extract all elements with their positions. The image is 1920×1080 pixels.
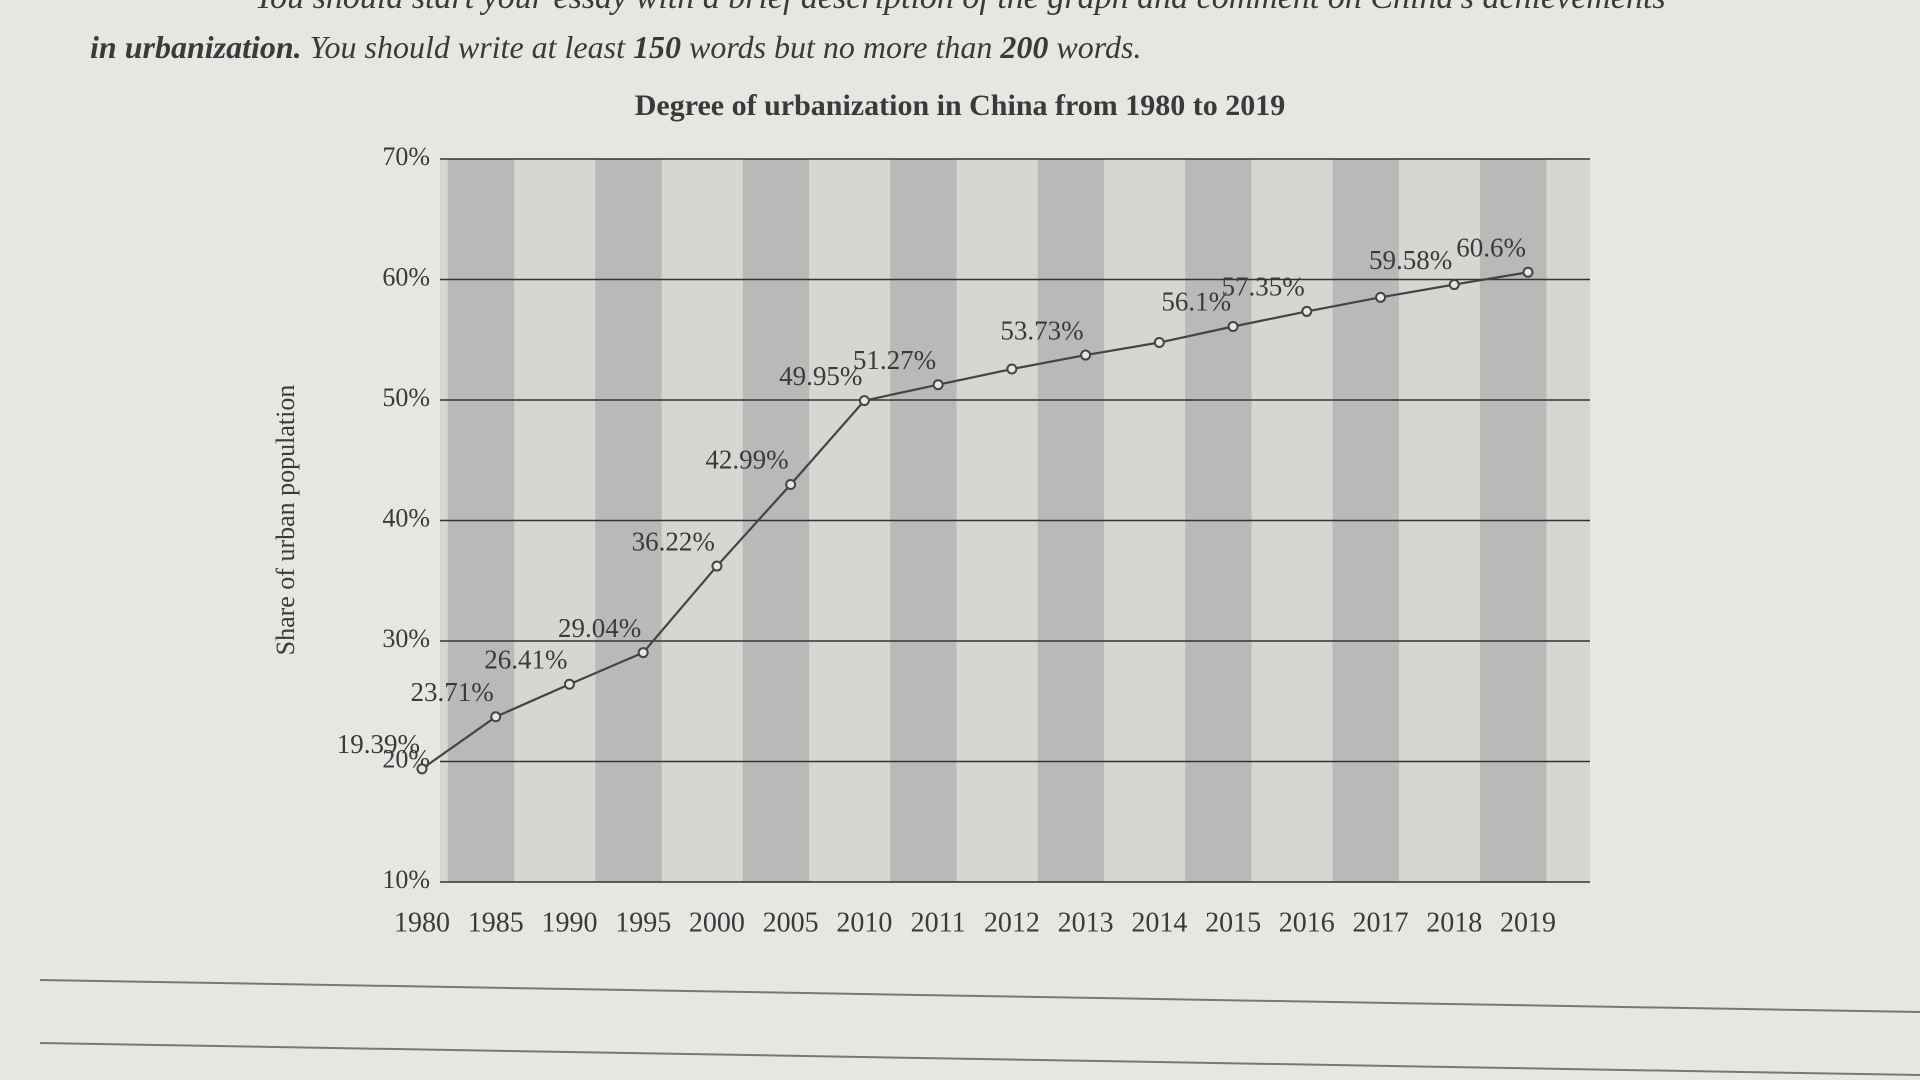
data-point: [1375, 291, 1387, 303]
instruction-part: in urbanization.: [90, 29, 302, 65]
data-point: [1522, 266, 1534, 278]
x-tick-label: 2013: [1058, 907, 1114, 938]
data-label: 57.35%: [1222, 272, 1305, 302]
data-point: [1448, 279, 1460, 291]
x-tick-label: 2011: [911, 907, 966, 938]
x-tick-label: 2005: [763, 907, 819, 938]
data-point: [711, 560, 723, 572]
instruction-part: words but no more than: [681, 29, 1000, 65]
x-tick-label: 1990: [541, 907, 597, 938]
data-point: [563, 678, 575, 690]
data-label: 59.58%: [1369, 245, 1452, 275]
plot-area: 10%20%30%40%50%60%70%1980 1985 1990 1995 200…: [337, 142, 1590, 938]
data-label: 36.22%: [632, 526, 715, 556]
data-point: [858, 395, 870, 407]
data-line: [421, 271, 1529, 770]
x-tick-label: 2018: [1426, 907, 1482, 938]
y-tick-label: 50%: [382, 383, 430, 412]
x-tick-label: 2014: [1131, 907, 1187, 938]
x-tick-label: 2010: [836, 907, 892, 938]
data-label: 60.6%: [1456, 232, 1526, 262]
data-point: [932, 379, 944, 391]
data-point: [637, 647, 649, 659]
data-label: 51.27%: [853, 345, 936, 375]
data-label: 29.04%: [558, 613, 641, 643]
x-tick-label: 2016: [1279, 907, 1335, 938]
data-point: [1227, 320, 1239, 332]
x-tick-label: 1985: [468, 907, 524, 938]
data-point: [1301, 305, 1313, 317]
writing-line: [39, 1042, 1920, 1076]
x-tick-label: 2019: [1500, 907, 1556, 938]
x-tick-label: 1980: [394, 907, 450, 938]
y-tick-label: 60%: [382, 262, 430, 291]
data-label: 42.99%: [705, 445, 788, 475]
x-tick-label: 2012: [984, 907, 1040, 938]
instruction: in urbanization. You should write at lea…: [90, 29, 1141, 65]
x-tick-label: 2017: [1353, 907, 1409, 938]
data-label: 49.95%: [779, 361, 862, 391]
y-tick-label: 40%: [382, 503, 430, 532]
instruction-part: 150: [633, 29, 681, 65]
data-point: [1080, 349, 1092, 361]
y-tick-label: 10%: [382, 865, 430, 894]
x-tick-label: 1995: [615, 907, 671, 938]
instruction-part: 200: [999, 29, 1048, 65]
data-label: 53.73%: [1000, 315, 1083, 345]
data-point: [785, 478, 797, 490]
data-label: 26.41%: [484, 644, 567, 674]
x-tick-label: 2000: [689, 907, 745, 938]
chart-title: Degree of urbanization in China from 198…: [635, 89, 1286, 122]
data-label: 56.1%: [1161, 287, 1231, 317]
data-point: [416, 763, 428, 775]
writing-line: [39, 979, 1920, 1013]
y-axis-label: Share of urban population: [271, 385, 300, 656]
instruction-top: You should start your essay with a brief…: [254, 0, 1665, 16]
data-point: [1006, 363, 1018, 375]
instruction-part: words.: [1048, 29, 1141, 65]
x-tick-label: 2015: [1205, 907, 1261, 938]
data-label: 19.39%: [337, 729, 420, 759]
y-tick-label: 70%: [382, 142, 430, 171]
data-point: [1153, 337, 1165, 349]
y-tick-label: 30%: [382, 624, 430, 653]
data-label: 23.71%: [410, 677, 493, 707]
instruction-part: You should write at least: [302, 29, 633, 65]
data-point: [490, 711, 502, 723]
